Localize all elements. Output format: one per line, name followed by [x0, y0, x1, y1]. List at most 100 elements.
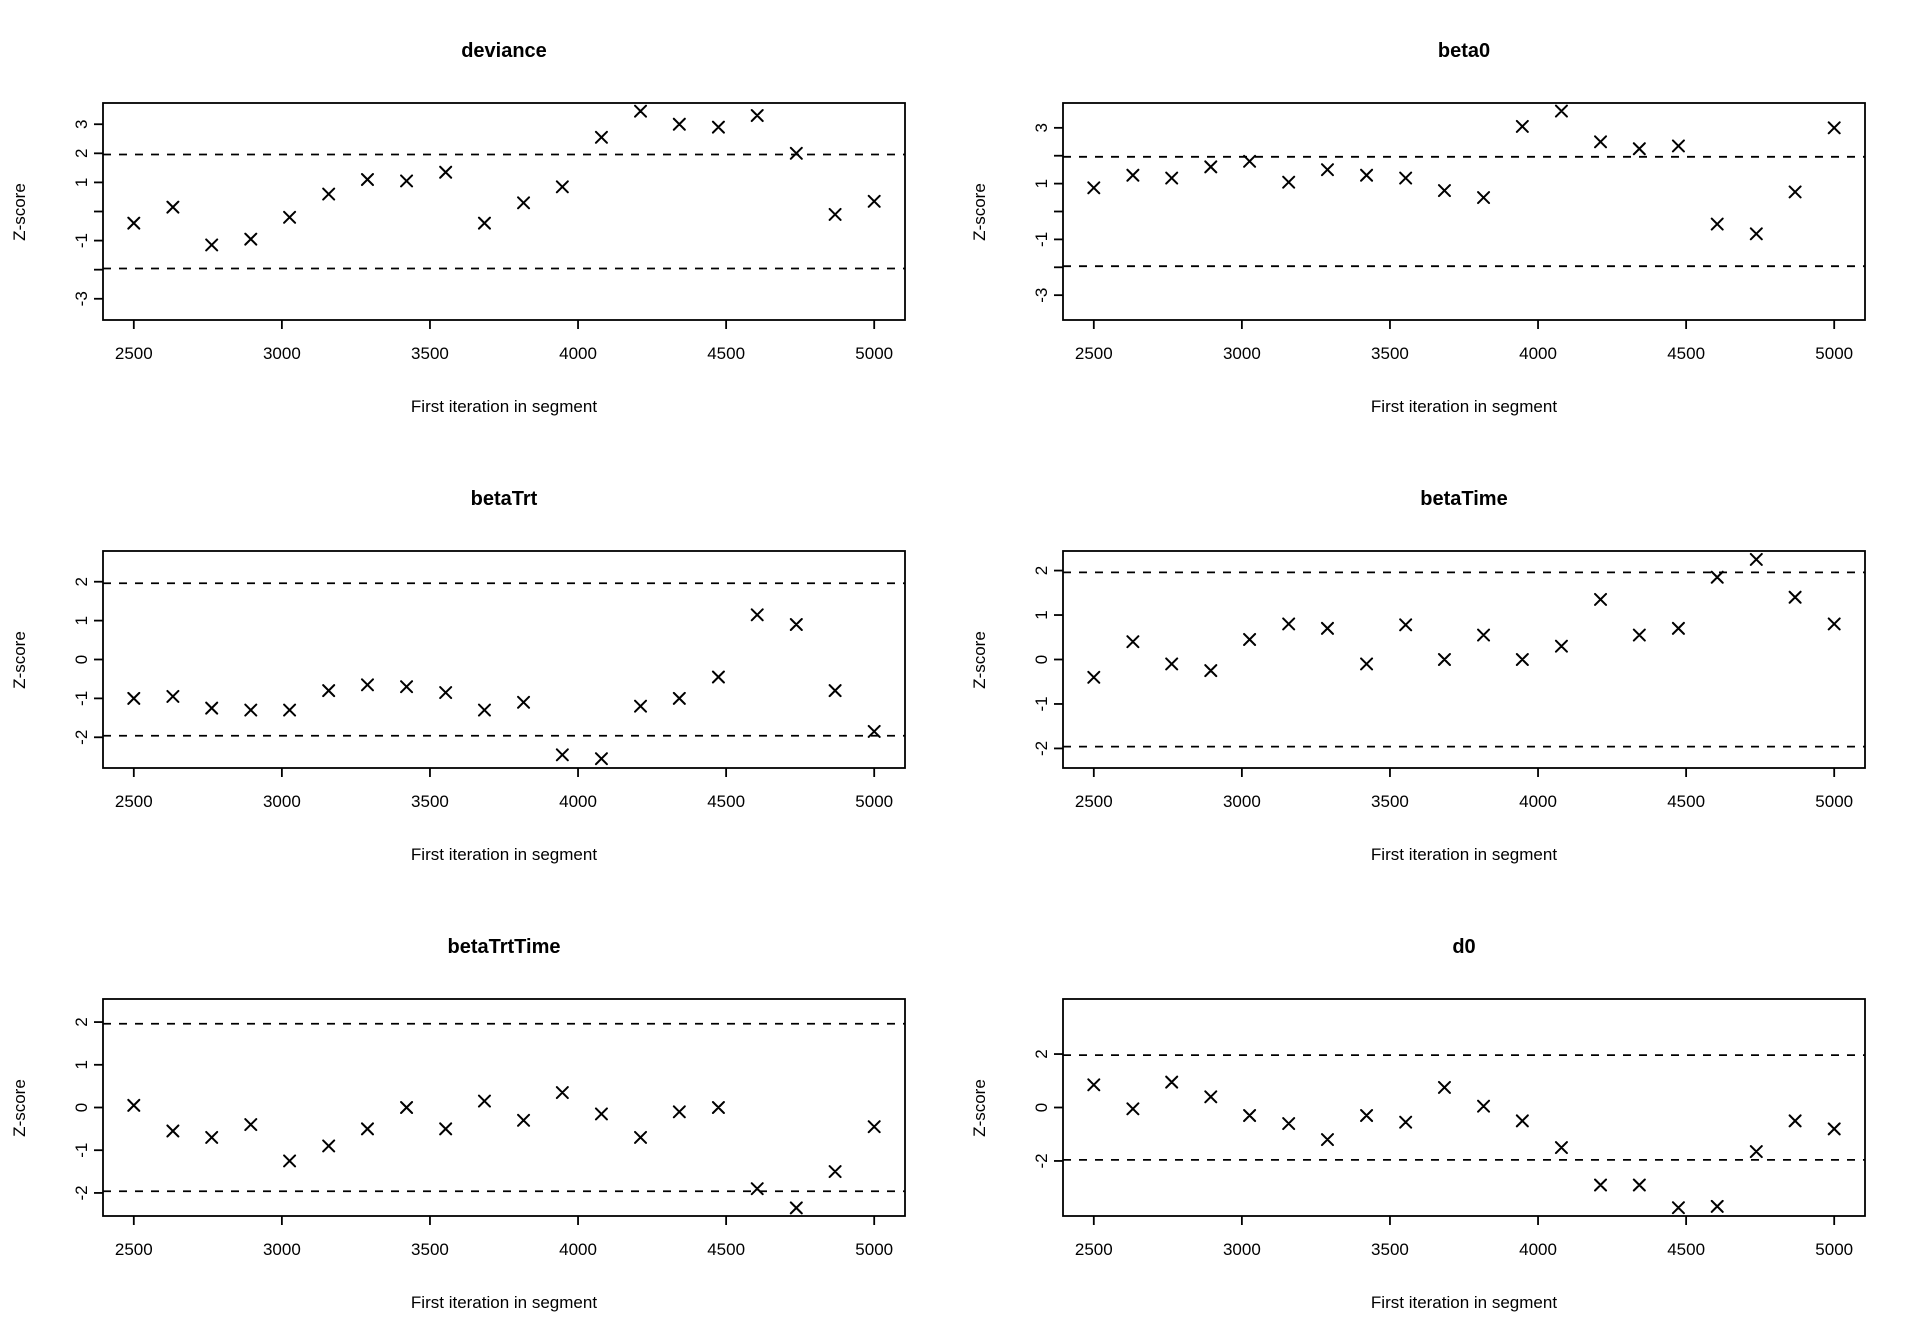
- x-tick-label: 3500: [1371, 1240, 1409, 1259]
- plot-title: beta0: [1438, 40, 1490, 62]
- x-tick-label: 2500: [115, 792, 153, 811]
- y-tick-label: 2: [1032, 1049, 1051, 1058]
- x-tick-label: 4000: [1519, 344, 1557, 363]
- plot-frame: [1062, 550, 1866, 769]
- y-axis-title: Z-score: [970, 1079, 989, 1137]
- y-tick-label: 1: [72, 616, 91, 625]
- plot-betaTrt: betaTrt First iteration in segment Z-sco…: [10, 488, 906, 864]
- x-tick-label: 3000: [263, 792, 301, 811]
- x-tick-label: 3500: [411, 792, 449, 811]
- y-tick-label: 0: [1032, 655, 1051, 664]
- data-points: [127, 104, 881, 252]
- y-tick-label: -1: [72, 1143, 91, 1158]
- y-tick-label: -3: [72, 291, 91, 306]
- plot-box: 2500 3000 3500 4000 4500 5000 -3 -1 1 2 3: [72, 102, 906, 363]
- y-tick-label: -1: [1032, 232, 1051, 247]
- x-tick-label: 4000: [559, 344, 597, 363]
- plot-box: 2500 3000 3500 4000 4500 5000 -2 -1 0 1 2: [72, 550, 906, 811]
- y-tick-label: 0: [72, 1103, 91, 1112]
- y-tick-label: 3: [1032, 123, 1051, 132]
- y-tick-label: -1: [72, 691, 91, 706]
- y-tick-label: -3: [1032, 288, 1051, 303]
- x-tick-label: 4000: [1519, 1240, 1557, 1259]
- x-tick-label: 3000: [1223, 344, 1261, 363]
- y-tick-label: -1: [1032, 696, 1051, 711]
- y-tick-label: 3: [72, 120, 91, 129]
- x-tick-label: 4500: [707, 344, 745, 363]
- plot-box: 2500 3000 3500 4000 4500 5000 -2 -1 0 1 2: [72, 998, 906, 1259]
- x-tick-label: 5000: [855, 1240, 893, 1259]
- x-tick-label: 3000: [1223, 792, 1261, 811]
- x-tick-label: 3000: [263, 344, 301, 363]
- plot-title: d0: [1452, 936, 1475, 958]
- x-tick-label: 5000: [1815, 792, 1853, 811]
- y-tick-label: -2: [72, 730, 91, 745]
- panel-betaTrtTime: betaTrtTime First iteration in segment Z…: [0, 896, 960, 1344]
- plot-title: betaTime: [1420, 488, 1507, 510]
- x-tick-label: 2500: [1075, 792, 1113, 811]
- x-tick-label: 3500: [411, 344, 449, 363]
- x-axis-title: First iteration in segment: [411, 1293, 597, 1312]
- plot-beta0: beta0 First iteration in segment Z-score…: [970, 40, 1866, 416]
- y-tick-label: 2: [72, 149, 91, 158]
- plot-title: betaTrt: [471, 488, 538, 510]
- x-tick-label: 2500: [1075, 1240, 1113, 1259]
- x-tick-label: 5000: [1815, 1240, 1853, 1259]
- x-axis-title: First iteration in segment: [1371, 397, 1557, 416]
- plot-deviance: deviance First iteration in segment Z-sc…: [10, 40, 906, 416]
- y-tick-label: -2: [1032, 1153, 1051, 1168]
- x-axis-title: First iteration in segment: [411, 397, 597, 416]
- data-points: [1087, 1075, 1841, 1215]
- x-tick-label: 4000: [559, 792, 597, 811]
- x-tick-label: 3500: [411, 1240, 449, 1259]
- y-tick-label: 2: [72, 1017, 91, 1026]
- x-tick-label: 4000: [1519, 792, 1557, 811]
- plot-title: betaTrtTime: [448, 936, 561, 958]
- x-tick-label: 4500: [707, 1240, 745, 1259]
- plot-betaTrtTime: betaTrtTime First iteration in segment Z…: [10, 936, 906, 1312]
- y-axis-title: Z-score: [10, 1079, 29, 1137]
- y-tick-label: -2: [1032, 741, 1051, 756]
- plot-d0: d0 First iteration in segment Z-score 25…: [970, 936, 1866, 1312]
- x-tick-label: 2500: [115, 344, 153, 363]
- plot-frame: [1062, 102, 1866, 321]
- x-tick-label: 2500: [115, 1240, 153, 1259]
- y-tick-label: 1: [1032, 610, 1051, 619]
- plot-frame: [102, 102, 906, 321]
- x-tick-label: 3500: [1371, 344, 1409, 363]
- x-tick-label: 4500: [707, 792, 745, 811]
- y-axis-title: Z-score: [10, 183, 29, 241]
- x-axis-title: First iteration in segment: [1371, 1293, 1557, 1312]
- plot-frame: [102, 998, 906, 1217]
- panel-d0: d0 First iteration in segment Z-score 25…: [960, 896, 1920, 1344]
- x-tick-label: 2500: [1075, 344, 1113, 363]
- x-axis-title: First iteration in segment: [411, 845, 597, 864]
- panel-betaTrt: betaTrt First iteration in segment Z-sco…: [0, 448, 960, 896]
- panel-betaTime: betaTime First iteration in segment Z-sc…: [960, 448, 1920, 896]
- plot-box: 2500 3000 3500 4000 4500 5000 -2 0 2: [1032, 998, 1866, 1259]
- plot-box: 2500 3000 3500 4000 4500 5000 -2 -1 0 1 2: [1032, 550, 1866, 811]
- x-tick-label: 3000: [263, 1240, 301, 1259]
- y-tick-label: 0: [1032, 1103, 1051, 1112]
- y-tick-label: 1: [72, 1060, 91, 1069]
- panel-beta0: beta0 First iteration in segment Z-score…: [960, 0, 1920, 448]
- data-points: [127, 608, 881, 766]
- x-axis-title: First iteration in segment: [1371, 845, 1557, 864]
- data-points: [1087, 104, 1841, 241]
- plot-title: deviance: [461, 40, 547, 62]
- plot-frame: [1062, 998, 1866, 1217]
- x-tick-label: 3000: [1223, 1240, 1261, 1259]
- data-points: [1087, 552, 1841, 684]
- x-tick-label: 4500: [1667, 344, 1705, 363]
- x-tick-label: 4500: [1667, 792, 1705, 811]
- x-tick-label: 5000: [1815, 344, 1853, 363]
- y-tick-label: 0: [72, 655, 91, 664]
- x-tick-label: 4500: [1667, 1240, 1705, 1259]
- x-tick-label: 3500: [1371, 792, 1409, 811]
- panel-deviance: deviance First iteration in segment Z-sc…: [0, 0, 960, 448]
- y-axis-title: Z-score: [970, 631, 989, 689]
- x-tick-label: 5000: [855, 344, 893, 363]
- y-tick-label: 2: [72, 577, 91, 586]
- y-tick-label: 1: [1032, 179, 1051, 188]
